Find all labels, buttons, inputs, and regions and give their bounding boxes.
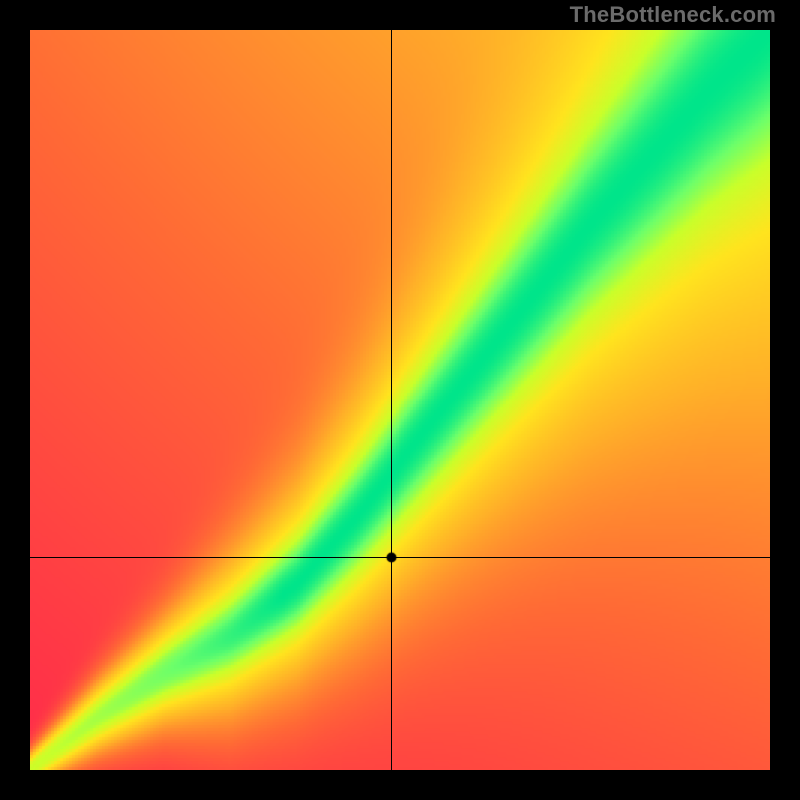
heatmap-plot-area: [30, 30, 770, 770]
crosshair-marker: [30, 30, 770, 770]
watermark-text: TheBottleneck.com: [570, 2, 776, 28]
